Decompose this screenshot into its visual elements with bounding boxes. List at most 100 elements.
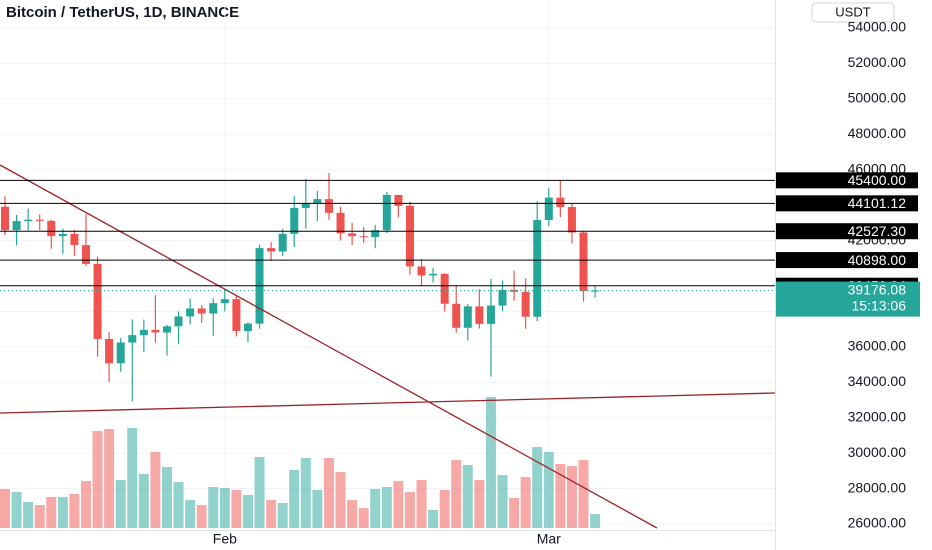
- candle-body: [475, 306, 484, 324]
- candle-body: [139, 329, 148, 336]
- volume-bar: [335, 472, 346, 528]
- volume-bar: [138, 474, 149, 528]
- volume-bar: [231, 490, 242, 528]
- volume-bar: [57, 497, 68, 528]
- candle-body: [452, 303, 461, 328]
- chart-title: Bitcoin / TetherUS, 1D, BINANCE: [6, 4, 239, 21]
- price-line-box: [776, 223, 918, 240]
- volume-bar: [393, 481, 404, 528]
- volume-bar: [11, 492, 22, 528]
- currency-button[interactable]: [811, 2, 895, 23]
- volume-bar: [196, 505, 207, 528]
- volume-bar: [543, 452, 554, 528]
- candle-body: [324, 199, 333, 213]
- candle-body: [348, 233, 357, 237]
- volume-bar: [34, 505, 45, 528]
- volume-bar: [381, 487, 392, 528]
- y-tick-label: 34000.00: [848, 373, 907, 389]
- candle-body: [93, 263, 102, 339]
- volume-bar: [474, 480, 485, 528]
- volume-bar: [69, 494, 80, 528]
- candle-body: [209, 303, 218, 314]
- candle-body: [591, 290, 600, 292]
- volume-bar: [242, 495, 253, 528]
- candle-body: [510, 289, 519, 292]
- last-price-label: 39176.08: [848, 281, 907, 297]
- y-tick-label: 50000.00: [848, 90, 907, 106]
- y-tick-label: 28000.00: [848, 479, 907, 495]
- volume-bar: [0, 489, 10, 528]
- trend-line: [0, 164, 658, 529]
- candle-body: [47, 220, 56, 237]
- candle-body: [197, 308, 206, 314]
- volume-bar: [578, 460, 589, 528]
- candle-body: [128, 335, 137, 343]
- volume-bar: [555, 464, 566, 528]
- candle-body: [417, 266, 426, 276]
- candle-body: [267, 248, 276, 252]
- volume-bar: [497, 475, 508, 528]
- volume-bar: [462, 465, 473, 528]
- volume-bar: [451, 460, 462, 528]
- volume-bar: [439, 490, 450, 528]
- price-line-label: 44101.12: [848, 195, 907, 211]
- volume-bar: [277, 503, 288, 528]
- volume-bar: [173, 482, 184, 528]
- candle-body: [533, 220, 542, 317]
- volume-bar: [312, 490, 323, 528]
- candle-body: [498, 289, 507, 306]
- price-line-box: [776, 195, 918, 212]
- y-tick-label: 26000.00: [848, 515, 907, 531]
- candle-body: [58, 233, 67, 237]
- candle-body: [313, 199, 322, 204]
- volume-bar: [150, 452, 161, 528]
- candle-body: [382, 194, 391, 231]
- volume-bar: [416, 480, 427, 528]
- y-tick-label: 32000.00: [848, 408, 907, 424]
- y-tick-label: 52000.00: [848, 54, 907, 70]
- volume-bar: [509, 498, 520, 528]
- candle-body: [162, 326, 171, 333]
- candle-body: [151, 329, 160, 333]
- last-price-box: [776, 281, 920, 317]
- volume-bar: [520, 477, 531, 528]
- volume-bar: [404, 492, 415, 528]
- candle-body: [116, 342, 125, 364]
- trend-line: [0, 392, 776, 414]
- candle-body: [359, 236, 368, 238]
- volume-bar: [347, 500, 358, 528]
- candle-body: [70, 233, 79, 246]
- x-tick-label: Feb: [213, 531, 237, 547]
- candle-body: [186, 308, 195, 317]
- currency-label[interactable]: USDT: [835, 4, 870, 19]
- volume-bar: [485, 397, 496, 528]
- volume-bar: [127, 428, 138, 528]
- candle-body: [486, 305, 495, 324]
- candle-body: [556, 197, 565, 208]
- y-tick-label: 48000.00: [848, 125, 907, 141]
- candle-body: [567, 207, 576, 233]
- candle-body: [301, 203, 310, 208]
- candle-body: [12, 221, 21, 231]
- price-line-label: 45400.00: [848, 172, 907, 188]
- price-line-box: [776, 252, 918, 269]
- y-tick-label: 30000.00: [848, 444, 907, 460]
- candle-body: [463, 306, 472, 328]
- price-line-label: 40898.00: [848, 252, 907, 268]
- volume-bar: [92, 431, 103, 528]
- volume-bar: [358, 508, 369, 528]
- candle-body: [405, 205, 414, 267]
- volume-bar: [80, 481, 91, 528]
- candle-body: [394, 194, 403, 206]
- volume-bar: [266, 500, 277, 528]
- candle-body: [371, 230, 380, 238]
- candle-body: [336, 212, 345, 234]
- candle-body: [35, 219, 44, 221]
- volume-bar: [185, 500, 196, 528]
- price-line-box: [776, 172, 918, 189]
- candle-body: [232, 299, 241, 331]
- y-tick-label: 36000.00: [848, 338, 907, 354]
- volume-bar: [46, 497, 57, 528]
- volume-bar: [254, 457, 265, 528]
- volume-bar: [323, 458, 334, 528]
